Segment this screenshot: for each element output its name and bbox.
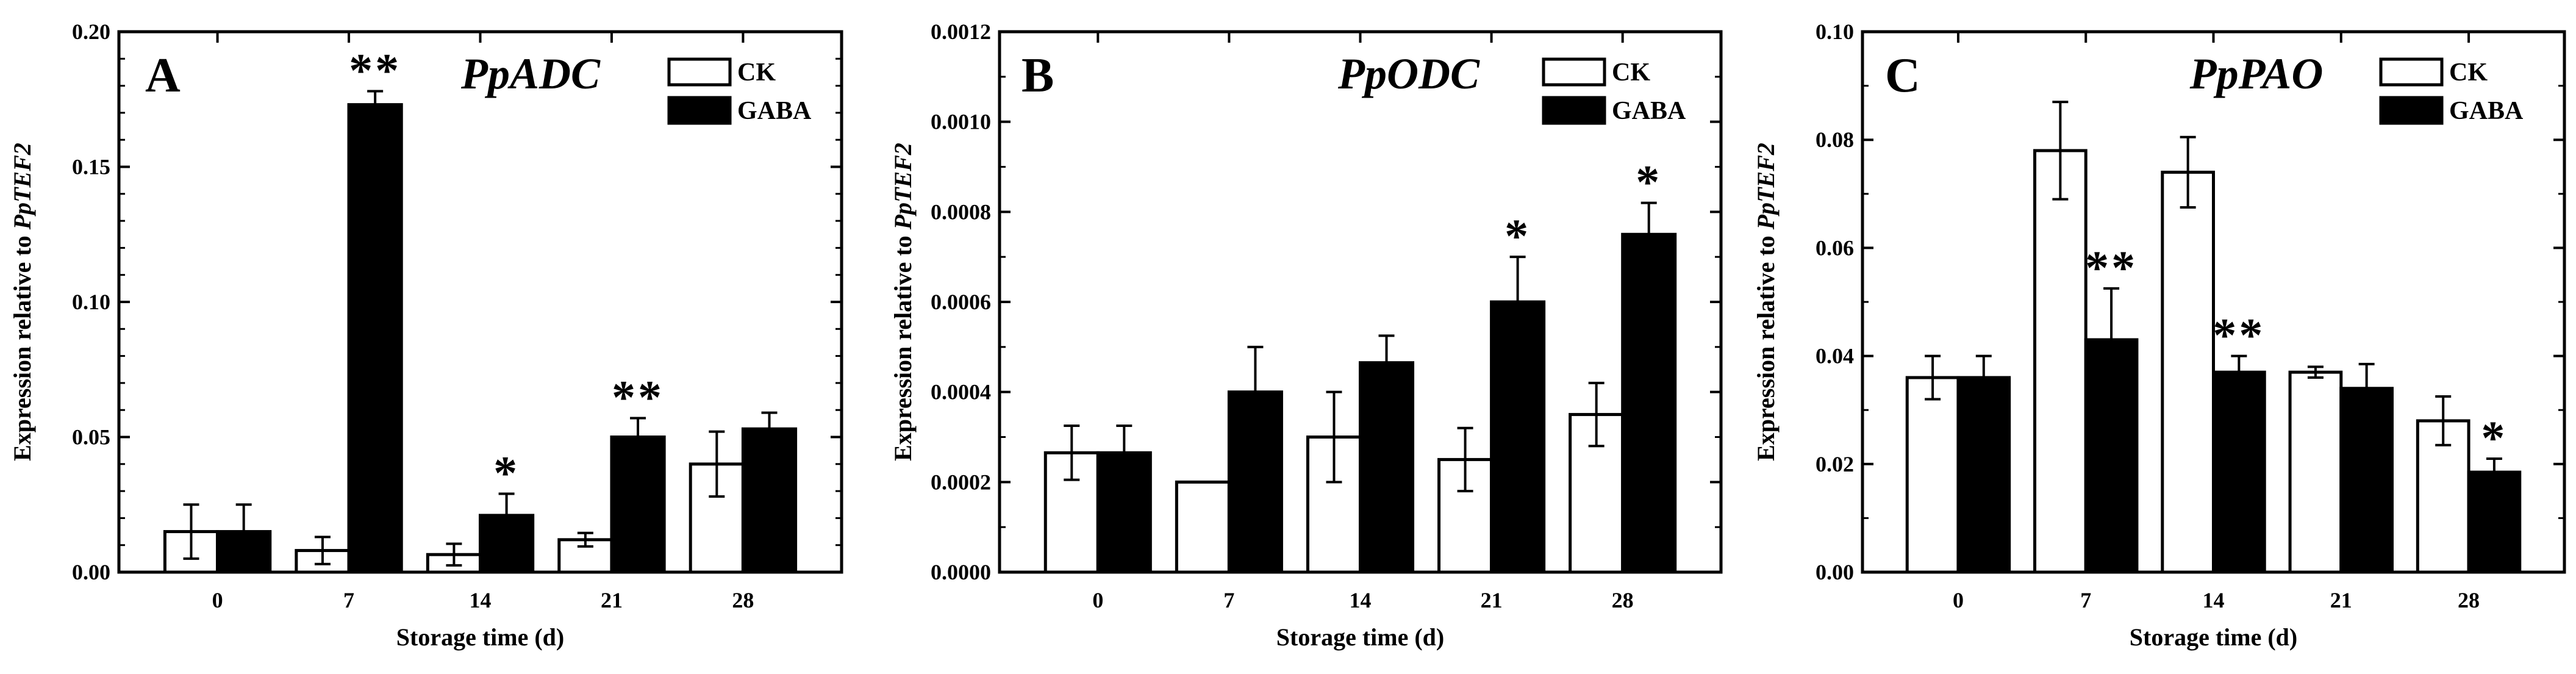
legend-label-ck: CK [1612, 59, 1650, 87]
y-tick-label: 0.0008 [931, 199, 991, 224]
significance-mark: * [2481, 411, 2507, 464]
y-tick-label: 0.10 [72, 290, 110, 314]
panel-c: 0.00 0.02 0.04 0.06 0.08 0.10 0 7 ** 14 ** 21 28 * Sto… [1752, 20, 2566, 651]
x-tick-label: 21 [1481, 588, 1503, 612]
y-axis-title: Expression relative to PpTEF2 [889, 143, 917, 461]
x-tick-label: 7 [343, 588, 354, 612]
y-tick-label: 0.04 [1816, 344, 1854, 368]
bar-gaba-14 [2212, 370, 2266, 574]
x-tick-label: 21 [601, 588, 623, 612]
y-tick-label: 0.15 [72, 155, 110, 179]
legend-swatch-ck [1542, 57, 1606, 87]
x-tick-label: 28 [2458, 588, 2480, 612]
x-tick-label: 0 [1092, 588, 1103, 612]
bar-ck-14 [2161, 170, 2216, 574]
x-tick-label: 7 [1223, 588, 1234, 612]
x-tick-label: 14 [470, 588, 492, 612]
y-axis-title-gene: PpTEF2 [1752, 143, 1780, 230]
legend-swatch-gaba [667, 96, 732, 125]
legend-label-gaba: GABA [737, 97, 812, 125]
panel-letter: B [1021, 49, 1054, 102]
legend-swatch-gaba [2379, 96, 2444, 125]
y-axis-title-gene: PpTEF2 [9, 143, 36, 230]
y-tick-label: 0.0006 [931, 290, 991, 314]
bar-ck-0 [1905, 376, 1960, 574]
y-tick-label: 0.06 [1816, 235, 1854, 260]
y-tick-label: 0.0002 [931, 470, 991, 494]
x-tick-label: 14 [2203, 588, 2225, 612]
y-axis-title-prefix: Expression relative to [9, 229, 36, 461]
y-axis-title: Expression relative to PpTEF2 [9, 143, 36, 461]
legend-label-gaba: GABA [2449, 97, 2524, 125]
y-tick-label: 0.08 [1816, 127, 1854, 152]
bar-ck-7 [1175, 480, 1231, 574]
x-tick-label: 21 [2330, 588, 2352, 612]
bar-gaba-28 [2467, 470, 2522, 574]
y-axis-title-prefix: Expression relative to [1752, 229, 1780, 461]
x-tick-label: 0 [1953, 588, 1964, 612]
bar-gaba-7 [347, 103, 403, 574]
y-tick-label: 0.20 [72, 20, 110, 44]
significance-mark: * [1504, 209, 1531, 262]
bar-gaba-28 [741, 427, 798, 574]
y-tick-label: 0.0000 [931, 560, 991, 584]
y-tick-label: 0.00 [1816, 560, 1854, 584]
bar-gaba-21 [610, 436, 666, 574]
y-tick-label: 0.10 [1816, 20, 1854, 44]
panel-b: 0.0000 0.0002 0.0004 0.0006 0.0008 0.0010 0.00… [889, 20, 1723, 651]
x-tick-label: 28 [1612, 588, 1634, 612]
y-axis-title: Expression relative to PpTEF2 [1752, 143, 1780, 461]
chart-title: PpODC [1337, 49, 1480, 98]
y-tick-label: 0.02 [1816, 452, 1854, 476]
legend-label-ck: CK [737, 59, 776, 87]
significance-mark: ** [2213, 309, 2265, 362]
significance-mark: ** [612, 370, 664, 423]
y-tick-label: 0.0010 [931, 110, 991, 134]
legend-swatch-ck [667, 57, 732, 87]
y-axis-title-gene: PpTEF2 [889, 143, 917, 230]
legend-swatch-ck [2379, 57, 2444, 87]
legend-label-gaba: GABA [1612, 97, 1686, 125]
bar-gaba-21 [2339, 387, 2394, 574]
x-tick-label: 14 [1350, 588, 1372, 612]
x-axis-title: Storage time (d) [396, 623, 564, 651]
legend-swatch-gaba [1542, 96, 1606, 125]
y-tick-label: 0.0004 [931, 380, 991, 404]
chart-title: PpADC [460, 49, 601, 98]
chart-title: PpPAO [2189, 49, 2324, 98]
bar-ck-7 [2033, 149, 2088, 574]
significance-mark: * [1636, 156, 1662, 209]
panel-a: 0.00 0.05 0.10 0.15 0.20 0 7 ** 14 * 21 ** 28 Storage… [9, 20, 843, 651]
legend-label-ck: CK [2449, 59, 2488, 87]
panel-letter: C [1885, 49, 1920, 102]
x-tick-label: 28 [732, 588, 754, 612]
y-tick-label: 0.00 [72, 560, 110, 584]
panel-letter: A [145, 49, 181, 102]
significance-mark: ** [349, 43, 401, 96]
bar-ck-21 [2288, 370, 2343, 574]
significance-mark: ** [2085, 241, 2138, 294]
significance-mark: * [493, 446, 520, 500]
y-tick-label: 0.05 [72, 425, 110, 450]
y-tick-label: 0.0012 [931, 20, 991, 44]
bar-gaba-28 [1621, 232, 1677, 574]
bar-gaba-14 [1359, 361, 1415, 574]
x-axis-title: Storage time (d) [1276, 623, 1444, 651]
x-tick-label: 0 [212, 588, 223, 612]
x-axis-title: Storage time (d) [2130, 623, 2297, 651]
y-axis-title-prefix: Expression relative to [889, 229, 917, 461]
x-tick-label: 7 [2080, 588, 2091, 612]
bar-gaba-0 [1956, 376, 2011, 574]
